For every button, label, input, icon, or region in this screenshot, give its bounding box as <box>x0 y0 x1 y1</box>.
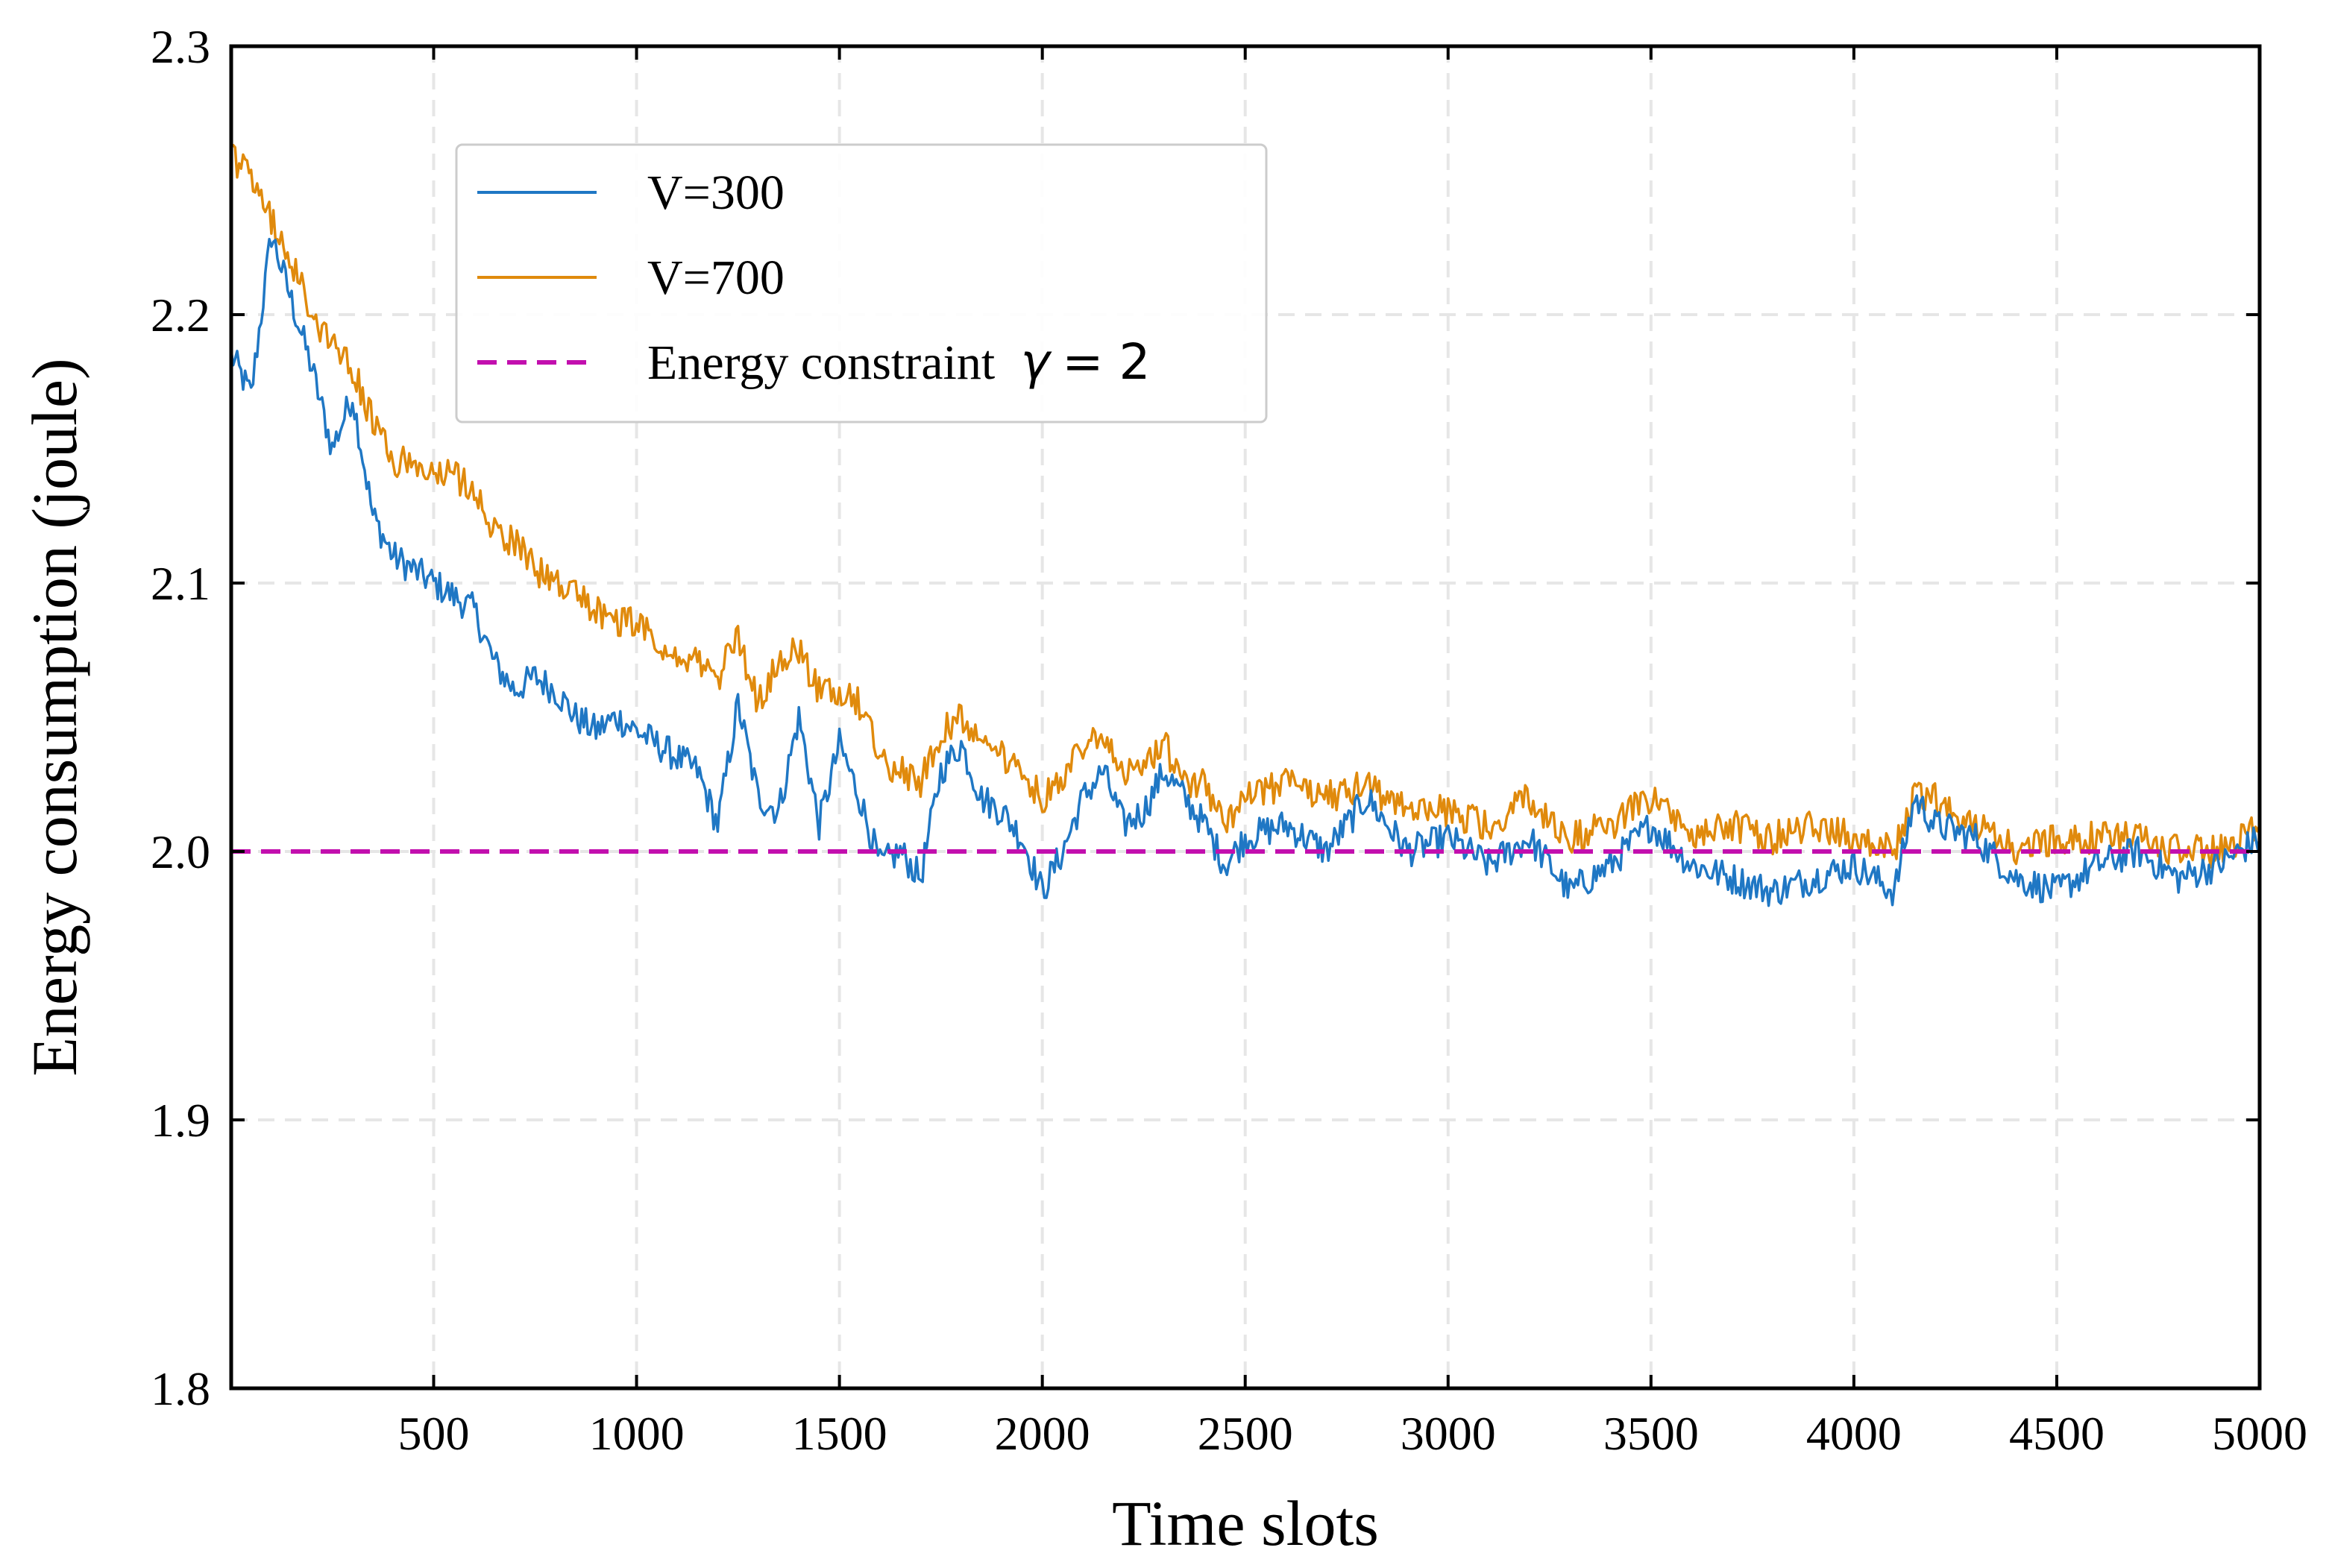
y-tick-label-1: 1.9 <box>151 1094 210 1147</box>
y-tick-label-2: 2.0 <box>151 825 210 878</box>
x-axis-title: Time slots <box>1112 1487 1379 1559</box>
x-tick-label-8: 4500 <box>2009 1407 2105 1460</box>
x-tick-label-5: 3000 <box>1401 1407 1496 1460</box>
legend-label-v300: V=300 <box>647 166 785 220</box>
y-tick-label-4: 2.2 <box>151 289 210 341</box>
legend-label-v700: V=700 <box>647 251 785 305</box>
x-tick-label-3: 2000 <box>995 1407 1090 1460</box>
legend-label-gamma: γ <box>1021 333 1052 391</box>
legend-box <box>455 143 1268 424</box>
legend-label-gamma-value: = 2 <box>1062 333 1150 391</box>
y-tick-label-3: 2.1 <box>151 557 210 610</box>
y-tick-label-5: 2.3 <box>151 20 210 73</box>
legend: V=300 V=700 Energy constraint γ = 2 <box>455 143 1268 424</box>
x-tick-label-0: 500 <box>398 1407 470 1460</box>
y-tick-label-0: 1.8 <box>151 1362 210 1415</box>
series-line-1 <box>230 143 2261 869</box>
y-axis-title: Energy consumption (joule) <box>19 358 90 1076</box>
series-line-0 <box>230 237 2261 907</box>
x-tick-label-4: 2500 <box>1198 1407 1293 1460</box>
x-tick-label-9: 5000 <box>2212 1407 2307 1460</box>
legend-label-energy-constraint-text: Energy constraint <box>647 336 995 390</box>
x-tick-label-6: 3500 <box>1603 1407 1699 1460</box>
axis-ticks: 500 1000 1500 2000 2500 3000 3500 4000 4500 5000 1… <box>151 20 2307 1460</box>
x-tick-label-7: 4000 <box>1806 1407 1902 1460</box>
x-tick-label-2: 1500 <box>792 1407 887 1460</box>
x-tick-label-1: 1000 <box>589 1407 685 1460</box>
series-lines <box>230 143 2261 907</box>
legend-label-energy-constraint: Energy constraint γ = 2 <box>647 333 1151 391</box>
